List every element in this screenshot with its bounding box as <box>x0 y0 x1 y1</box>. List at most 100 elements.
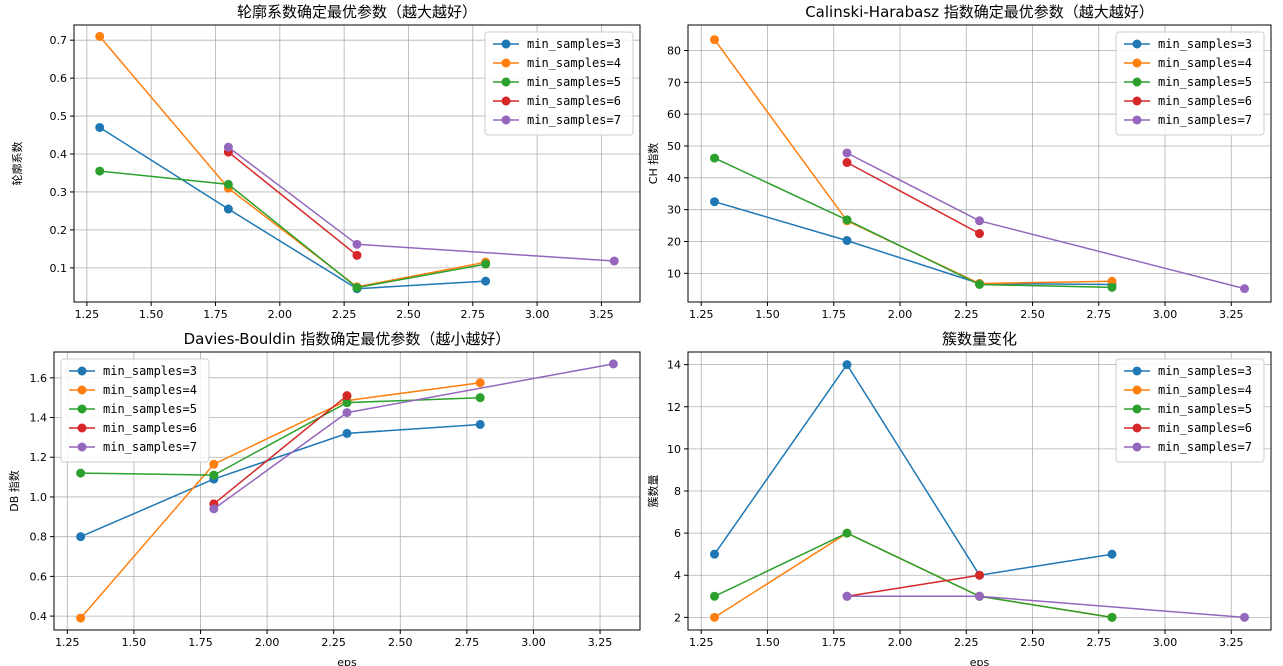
data-point <box>710 153 719 163</box>
y-tick-label: 30 <box>667 204 681 217</box>
y-tick-label: 0.6 <box>50 72 68 85</box>
y-tick-label: 60 <box>667 108 681 121</box>
data-point <box>223 204 233 214</box>
x-tick-label: 1.50 <box>122 636 147 649</box>
legend-marker <box>1132 423 1142 433</box>
y-tick-label: 0.7 <box>50 34 68 47</box>
data-point <box>609 256 619 266</box>
x-tick-label: 1.25 <box>689 308 714 321</box>
data-point <box>223 142 233 152</box>
series-line <box>846 574 980 598</box>
legend-marker <box>1132 96 1142 106</box>
x-tick-label: 1.50 <box>755 308 780 321</box>
legend-entry: min_samples=5 <box>103 402 197 416</box>
y-tick-label: 40 <box>667 172 681 185</box>
series-line <box>99 126 486 290</box>
data-point <box>95 31 105 41</box>
y-tick-label: 12 <box>667 401 681 414</box>
x-tick-label: 2.75 <box>1087 636 1112 649</box>
data-point <box>475 393 485 403</box>
data-point <box>76 613 86 623</box>
data-point <box>710 35 719 45</box>
data-point <box>1240 284 1249 294</box>
series-line <box>80 382 481 619</box>
data-point <box>975 229 984 239</box>
legend-entry: min_samples=5 <box>1158 402 1252 416</box>
axes-frame <box>687 24 1272 303</box>
data-point <box>95 122 105 132</box>
legend-entry: min_samples=6 <box>103 421 197 435</box>
x-tick-label: 3.25 <box>589 308 614 321</box>
legend-marker <box>77 385 87 395</box>
y-tick-label: 20 <box>667 236 681 249</box>
series-line <box>99 35 486 288</box>
x-tick-label: 2.25 <box>954 308 979 321</box>
y-tick-label: 70 <box>667 76 681 89</box>
y-tick-label: 1.6 <box>30 372 48 385</box>
series-line <box>846 161 980 235</box>
x-axis-label: eps <box>970 656 990 666</box>
x-tick-label: 3.00 <box>1153 308 1178 321</box>
legend-marker <box>501 58 511 68</box>
series-line <box>846 152 1245 290</box>
legend-marker <box>1132 385 1142 395</box>
data-point <box>710 197 719 207</box>
axes-frame <box>73 24 641 303</box>
legend-marker <box>1132 58 1142 68</box>
legend-entry: min_samples=6 <box>527 94 621 108</box>
legend-frame <box>1115 31 1265 136</box>
legend-marker <box>501 115 511 125</box>
series-1 <box>710 197 1117 289</box>
y-axis-label: 轮廓系数 <box>10 142 24 186</box>
legend-marker <box>1132 404 1142 414</box>
axes-frame <box>53 351 641 631</box>
y-tick-label: 10 <box>667 443 681 456</box>
x-tick-label: 1.75 <box>822 636 847 649</box>
legend: min_samples=3 min_samples=4 min_samples=5m… <box>484 31 634 136</box>
legend-entry: min_samples=4 <box>1158 56 1252 70</box>
x-tick-label: 2.00 <box>888 636 913 649</box>
legend-entry: min_samples=3 <box>1158 364 1252 378</box>
data-point <box>842 591 852 601</box>
x-tick-label: 2.00 <box>268 308 293 321</box>
legend-marker <box>77 404 87 414</box>
x-tick-label: 2.25 <box>954 636 979 649</box>
y-tick-label: 10 <box>667 267 681 280</box>
y-tick-label: 1.0 <box>30 491 48 504</box>
series-4 <box>842 158 984 239</box>
y-tick-label: 14 <box>667 359 681 372</box>
data-point <box>710 612 719 622</box>
y-tick-label: 0.3 <box>50 186 68 199</box>
series-line <box>714 200 1113 286</box>
data-point <box>209 504 219 514</box>
data-point <box>710 549 719 559</box>
y-tick-label: 50 <box>667 140 681 153</box>
x-tick-label: 2.00 <box>888 308 913 321</box>
legend-entry: min_samples=3 <box>103 364 197 378</box>
data-point <box>76 468 86 478</box>
y-tick-label: 0.1 <box>50 262 68 275</box>
legend-entry: min_samples=6 <box>1158 421 1252 435</box>
data-point <box>842 215 852 225</box>
chart-title: 簇数量变化 <box>942 330 1017 348</box>
legend-marker <box>1132 115 1142 125</box>
data-point <box>352 283 362 293</box>
series-line <box>227 151 358 256</box>
data-point <box>352 239 362 249</box>
y-tick-label: 0.6 <box>30 570 48 583</box>
legend-entry: min_samples=7 <box>1158 440 1252 454</box>
x-tick-label: 1.50 <box>755 636 780 649</box>
data-point <box>842 236 852 246</box>
legend-frame <box>1115 358 1265 463</box>
x-tick-label: 1.50 <box>139 308 164 321</box>
x-tick-label: 2.50 <box>388 636 413 649</box>
subplot-4: 1.25 1.50 1.75 2.00 2.25 2.50 2.75 3.00 3.25 2 4 6 8… <box>646 330 1272 666</box>
data-point <box>1107 282 1117 292</box>
legend-marker <box>77 442 87 452</box>
series-line <box>713 363 1113 577</box>
x-tick-label: 1.75 <box>188 636 213 649</box>
series-5 <box>223 142 619 266</box>
series-line <box>99 170 486 289</box>
series-3 <box>710 153 1117 292</box>
